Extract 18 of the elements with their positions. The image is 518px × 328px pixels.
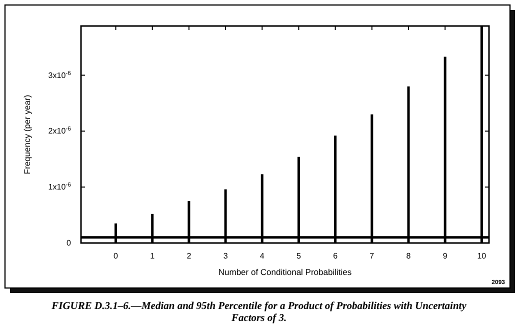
y-tick-label: 0 xyxy=(66,238,72,248)
x-tick-label: 10 xyxy=(477,252,487,261)
x-tick-label: 3 xyxy=(223,252,228,261)
x-tick-label: 8 xyxy=(406,252,412,261)
x-tick-label: 9 xyxy=(442,252,448,261)
x-tick-label: 4 xyxy=(260,252,265,261)
x-axis-title: Number of Conditional Probabilities xyxy=(218,267,352,277)
x-tick-label: 5 xyxy=(296,252,302,261)
x-tick-label: 6 xyxy=(333,252,338,261)
y-tick-label: 3x10$^{-6}$ xyxy=(48,70,72,80)
x-tick-label: 7 xyxy=(370,252,375,261)
text: FIGURE D.3.1–6.—Median and 95th Percentile for a Product of Probabilities with Uncertainty Factors of 3. xyxy=(50,301,467,324)
y-axis-title: Frequency (per year) xyxy=(22,94,32,174)
x-tick-label: 0 xyxy=(114,252,119,261)
x-tick-label: 1 xyxy=(150,252,156,261)
y-tick-label: 1x10$^{-6}$ xyxy=(48,182,72,192)
y-tick-label: 2x10$^{-6}$ xyxy=(48,126,72,136)
x-tick-label: 2 xyxy=(186,252,192,261)
